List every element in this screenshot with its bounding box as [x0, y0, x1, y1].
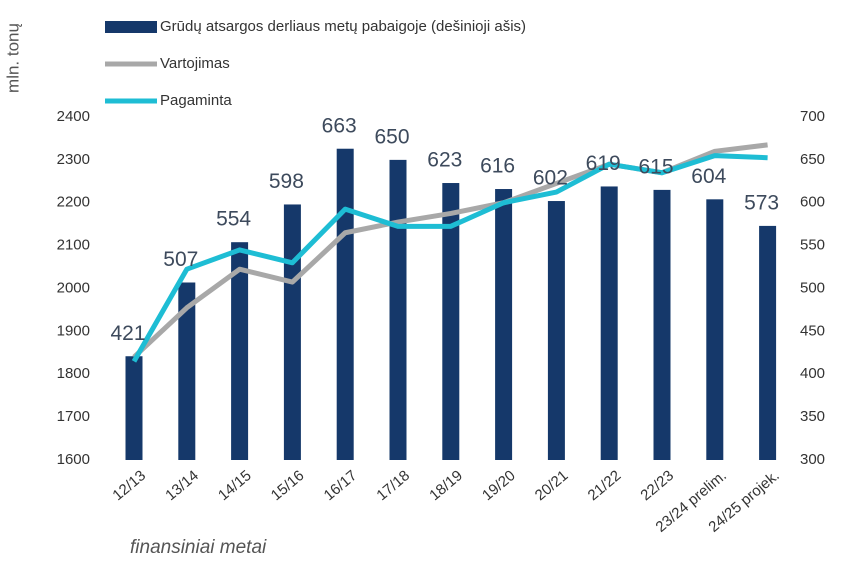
- line: [131, 153, 768, 363]
- y-tick-label: 2200: [57, 194, 90, 211]
- data-label: 663: [322, 114, 357, 137]
- data-label: 602: [533, 167, 568, 190]
- y-tick-label: 2100: [57, 237, 90, 254]
- y2-tick-label: 700: [800, 108, 825, 125]
- x-tick-label: 20/21: [532, 467, 572, 504]
- y2-tick-label: 600: [800, 194, 825, 211]
- y2-tick-label: 300: [800, 451, 825, 468]
- x-axis-label: finansiniai metai: [130, 537, 267, 558]
- y2-tick-label: 400: [800, 365, 825, 382]
- bar: [442, 183, 460, 460]
- data-label: 650: [374, 125, 409, 148]
- y2-tick-label: 350: [800, 408, 825, 425]
- data-label: 598: [269, 170, 304, 193]
- y2-tick-label: 550: [800, 237, 825, 254]
- bar: [125, 356, 143, 460]
- x-tick-label: 21/22: [585, 467, 625, 504]
- x-tick-label: 16/17: [321, 467, 361, 504]
- data-label: 507: [163, 248, 198, 271]
- y-tick-label: 2400: [57, 108, 90, 125]
- x-tick-label: 18/19: [426, 467, 466, 504]
- y-tick-label: 1900: [57, 322, 90, 339]
- data-label: 421: [110, 322, 145, 345]
- bar: [600, 186, 618, 460]
- y-tick-label: 1600: [57, 451, 90, 468]
- bar: [178, 282, 196, 460]
- bar: [389, 159, 407, 460]
- data-label: 623: [427, 149, 462, 172]
- y-axis-label: mln. tonų: [3, 23, 22, 93]
- y2-tick-label: 650: [800, 151, 825, 168]
- bar: [547, 201, 565, 460]
- x-tick-label: 12/13: [109, 467, 149, 504]
- bar: [706, 199, 724, 460]
- legend-label: Vartojimas: [160, 55, 230, 72]
- data-label: 619: [586, 152, 621, 175]
- bar: [231, 242, 249, 460]
- x-tick-label: 17/18: [373, 467, 413, 504]
- bar: [495, 189, 513, 460]
- x-tick-label: 14/15: [215, 467, 255, 504]
- data-label: 616: [480, 155, 515, 178]
- y-tick-label: 1800: [57, 365, 90, 382]
- data-label: 554: [216, 208, 251, 231]
- bar: [283, 204, 301, 460]
- legend-swatch: [105, 21, 157, 33]
- x-tick-label: 13/14: [162, 467, 202, 504]
- legend-label: Pagaminta: [160, 92, 232, 109]
- y-tick-label: 2300: [57, 151, 90, 168]
- y2-tick-label: 500: [800, 279, 825, 296]
- data-label: 604: [691, 165, 726, 188]
- data-label: 615: [638, 155, 673, 178]
- bar: [336, 148, 354, 461]
- y-tick-label: 1700: [57, 408, 90, 425]
- y2-tick-label: 450: [800, 322, 825, 339]
- bar: [759, 225, 777, 460]
- x-tick-label: 22/23: [637, 467, 677, 504]
- x-tick-label: 15/16: [268, 467, 308, 504]
- x-tick-label: 19/20: [479, 467, 519, 504]
- legend-label: Grūdų atsargos derliaus metų pabaigoje (…: [160, 18, 526, 35]
- data-label: 573: [744, 191, 779, 214]
- bar: [653, 189, 671, 460]
- y-tick-label: 2000: [57, 279, 90, 296]
